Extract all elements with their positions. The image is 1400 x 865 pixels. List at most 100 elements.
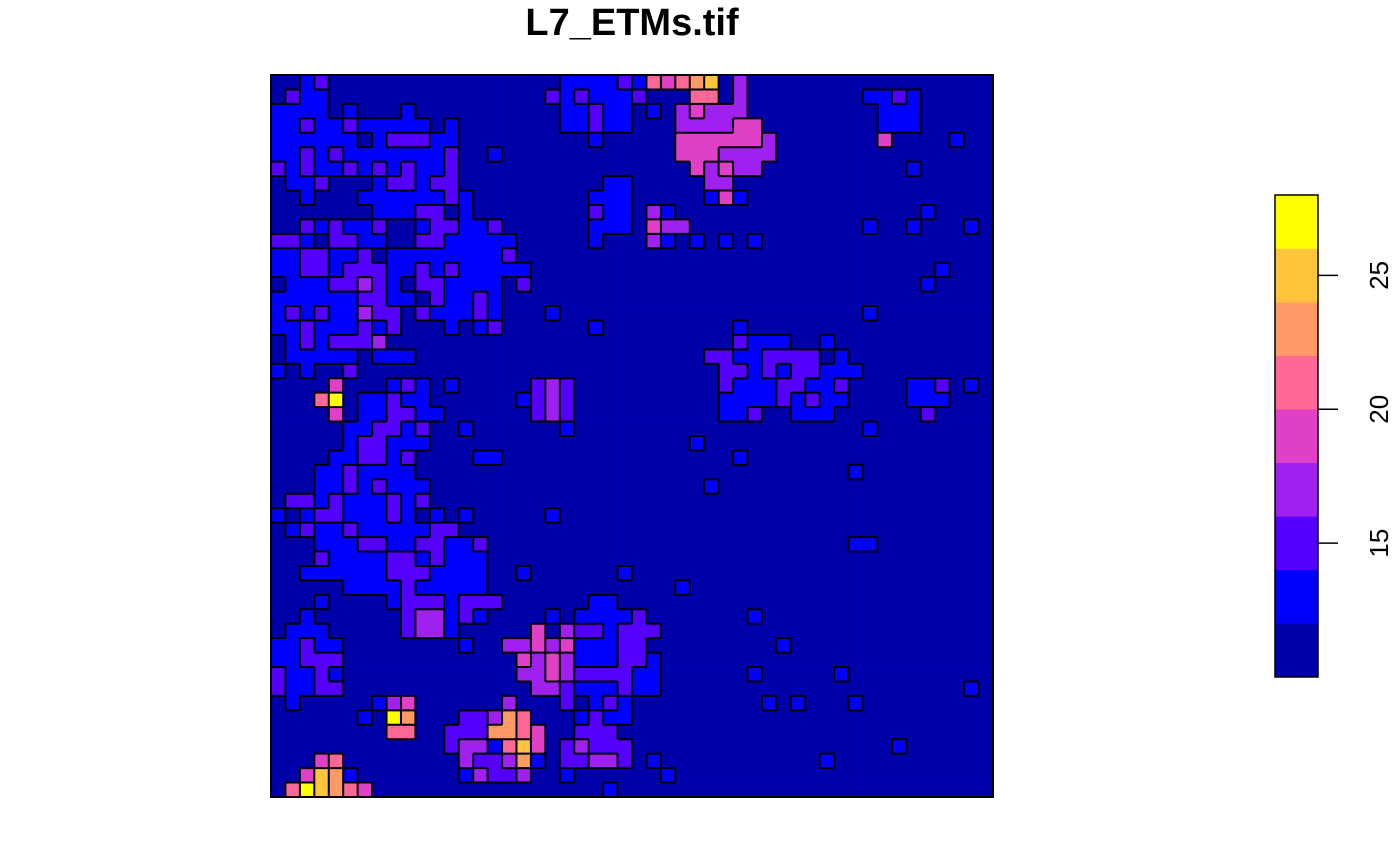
- raster-cell: [949, 132, 965, 148]
- raster-cell: [848, 565, 864, 581]
- raster-cell: [834, 75, 849, 90]
- raster-cell: [747, 537, 763, 552]
- raster-cell: [877, 493, 893, 509]
- raster-cell: [704, 753, 720, 769]
- raster-cell: [978, 262, 994, 278]
- raster-cell: [704, 681, 720, 697]
- raster-cell: [559, 594, 575, 610]
- raster-cell: [299, 464, 315, 480]
- raster-cell: [458, 479, 474, 495]
- raster-cell: [545, 681, 561, 697]
- raster-cell: [819, 479, 835, 495]
- raster-cell: [473, 132, 488, 148]
- raster-cell: [574, 724, 590, 740]
- raster-cell: [271, 204, 286, 220]
- raster-cell: [285, 436, 301, 451]
- raster-cell: [920, 262, 936, 278]
- raster-cell: [949, 248, 965, 264]
- raster-cell: [949, 623, 965, 639]
- raster-cell: [502, 724, 517, 740]
- raster-cell: [805, 334, 821, 350]
- raster-cell: [487, 233, 503, 249]
- raster-cell: [588, 219, 604, 235]
- raster-cell: [675, 320, 691, 336]
- raster-cell: [632, 753, 647, 769]
- raster-cell: [588, 349, 604, 365]
- raster-cell: [733, 176, 748, 191]
- raster-cell: [863, 75, 878, 90]
- raster-cell: [848, 132, 864, 148]
- raster-cell: [646, 681, 662, 697]
- raster-cell: [343, 724, 359, 740]
- raster-cell: [776, 565, 792, 581]
- raster-cell: [935, 768, 951, 783]
- raster-cell: [617, 753, 633, 769]
- raster-cell: [776, 493, 792, 509]
- raster-cell: [660, 233, 676, 249]
- raster-cell: [747, 89, 763, 105]
- raster-cell: [689, 378, 705, 394]
- raster-cell: [271, 667, 286, 682]
- raster-cell: [805, 103, 821, 119]
- raster-cell: [776, 118, 792, 134]
- raster-cell: [819, 306, 835, 321]
- raster-cell: [386, 219, 402, 235]
- raster-cell: [603, 233, 618, 249]
- raster-cell: [530, 204, 546, 220]
- raster-cell: [689, 493, 705, 509]
- raster-cell: [805, 277, 821, 292]
- raster-cell: [834, 306, 849, 321]
- raster-cell: [978, 710, 994, 726]
- raster-cell: [675, 407, 691, 422]
- raster-cell: [733, 710, 748, 726]
- raster-cell: [675, 580, 691, 596]
- raster-cell: [733, 522, 748, 538]
- raster-cell: [761, 320, 777, 336]
- raster-cell: [487, 652, 503, 668]
- raster-cell: [906, 594, 922, 610]
- raster-cell: [444, 262, 460, 278]
- raster-cell: [429, 508, 445, 524]
- raster-cell: [343, 739, 359, 755]
- raster-cell: [891, 306, 907, 321]
- raster-cell: [891, 161, 907, 177]
- raster-cell: [646, 204, 662, 220]
- raster-cell: [530, 248, 546, 264]
- raster-cell: [747, 739, 763, 755]
- raster-cell: [761, 681, 777, 697]
- raster-cell: [704, 580, 720, 596]
- raster-cell: [935, 421, 951, 437]
- raster-cell: [935, 580, 951, 596]
- raster-cell: [603, 262, 618, 278]
- raster-cell: [285, 306, 301, 321]
- raster-cell: [271, 233, 286, 249]
- raster-cell: [848, 753, 864, 769]
- raster-cell: [372, 508, 387, 524]
- raster-cell: [949, 638, 965, 653]
- raster-cell: [935, 667, 951, 682]
- raster-cell: [473, 378, 488, 394]
- raster-cell: [400, 493, 416, 509]
- raster-cell: [559, 233, 575, 249]
- raster-cell: [400, 262, 416, 278]
- raster-cell: [848, 479, 864, 495]
- raster-cell: [733, 291, 748, 307]
- raster-cell: [343, 204, 359, 220]
- raster-cell: [877, 219, 893, 235]
- raster-cell: [314, 392, 330, 408]
- raster-cell: [704, 248, 720, 264]
- raster-cell: [415, 89, 431, 105]
- raster-cell: [357, 132, 373, 148]
- raster-cell: [299, 724, 315, 740]
- raster-cell: [834, 334, 849, 350]
- raster-cell: [574, 161, 590, 177]
- raster-cell: [689, 768, 705, 783]
- raster-cell: [473, 710, 488, 726]
- raster-cell: [545, 768, 561, 783]
- raster-cell: [458, 623, 474, 639]
- raster-cell: [891, 493, 907, 509]
- raster-cell: [877, 248, 893, 264]
- raster-cell: [458, 219, 474, 235]
- raster-cell: [444, 695, 460, 711]
